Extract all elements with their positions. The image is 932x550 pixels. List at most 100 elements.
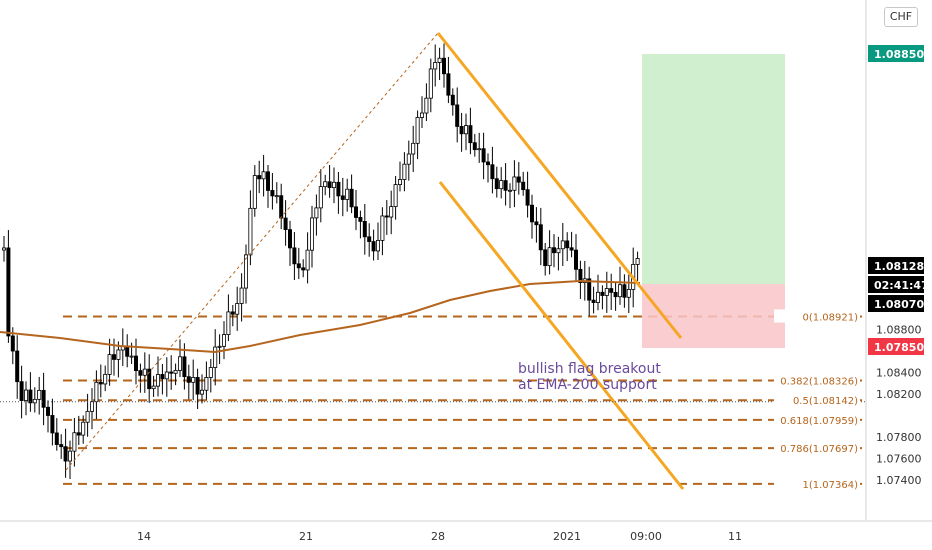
target-tag-bg	[868, 45, 924, 62]
candle-body	[635, 258, 640, 265]
candle-body	[287, 229, 292, 249]
last-tag-text: 1.08128	[874, 260, 924, 273]
candle-body	[327, 181, 332, 189]
candle-body	[305, 249, 310, 271]
candle-body	[160, 374, 165, 380]
candle-body	[375, 239, 380, 252]
candle-body	[367, 236, 372, 242]
candle-body	[543, 249, 548, 267]
countdown-tag-bg	[868, 276, 924, 293]
candle-body	[279, 195, 284, 219]
candle-body	[107, 354, 112, 375]
candle-body	[596, 291, 601, 303]
candle-body	[613, 291, 618, 298]
candle-body	[230, 311, 235, 315]
candle-body	[411, 142, 416, 155]
candle-body	[50, 415, 55, 434]
annotation-line-2: at EMA-200 support	[518, 377, 657, 393]
channel-upper-line[interactable]	[436, 32, 683, 339]
fib-label-bg	[774, 373, 860, 387]
candle-body	[301, 267, 306, 271]
candle-body	[155, 374, 160, 387]
y-tick-label: 1.08200	[876, 388, 922, 401]
candle-body	[556, 248, 561, 254]
target-price-tag: 1.08850	[868, 45, 924, 62]
profit-zone[interactable]	[642, 54, 785, 284]
fib-label: 0.618(1.07959)	[780, 416, 858, 427]
candle-body	[521, 181, 526, 191]
candle-body	[68, 450, 73, 462]
fib-label-bg	[774, 393, 860, 407]
candle-body	[349, 188, 354, 208]
candle-body	[446, 73, 451, 96]
candle-body	[569, 247, 574, 251]
candle-body	[397, 179, 402, 186]
candle-body	[345, 188, 350, 200]
candle-body	[292, 247, 297, 265]
candle-body	[371, 241, 376, 252]
candle-body	[468, 125, 473, 144]
candle-body	[54, 432, 59, 445]
x-tick-label: 2021	[553, 530, 581, 543]
candle-body	[217, 345, 222, 348]
candle-body	[46, 406, 51, 416]
candle-body	[182, 356, 187, 378]
candle-body	[481, 148, 486, 163]
fib-label: 0.382(1.08326)	[780, 376, 858, 387]
y-tick-label: 1.07600	[876, 453, 922, 466]
candle-body	[574, 249, 579, 270]
candle-body	[459, 126, 464, 135]
loss-zone[interactable]	[642, 284, 785, 348]
candle-body	[336, 181, 341, 197]
candle-body	[622, 284, 627, 298]
candle-body	[340, 195, 345, 200]
fib-label: 0.5(1.08142)	[793, 396, 858, 407]
candle-body	[90, 401, 95, 412]
fib-label: 0.786(1.07697)	[780, 444, 858, 455]
candle-body	[248, 207, 253, 256]
candle-body	[318, 186, 323, 209]
candle-body	[433, 62, 438, 70]
candle-body	[265, 171, 270, 191]
candle-body	[81, 421, 86, 436]
candle-body	[499, 180, 504, 190]
candle-body	[85, 410, 90, 423]
candle-body	[191, 377, 196, 383]
fib-label: 0(1.08921)	[802, 312, 858, 323]
candle-body	[538, 224, 543, 251]
x-tick-labels: 14 21 28 2021 09:00 11	[137, 530, 742, 543]
candle-body	[485, 161, 490, 166]
candle-body	[116, 349, 121, 360]
candle-body	[252, 175, 257, 209]
candle-body	[129, 355, 134, 358]
candle-body	[270, 190, 275, 197]
x-tick-label: 21	[299, 530, 313, 543]
candles-group	[2, 43, 640, 479]
candle-body	[199, 389, 204, 395]
x-tick-label: 14	[137, 530, 151, 543]
fib-label-bg	[774, 441, 860, 455]
candle-body	[239, 287, 244, 304]
candle-body	[419, 112, 424, 118]
candle-body	[309, 217, 314, 251]
candle-body	[173, 370, 178, 374]
candle-body	[618, 284, 623, 298]
currency-button[interactable]: CHF	[884, 7, 918, 27]
candle-body	[600, 291, 605, 296]
candle-body	[2, 247, 7, 251]
candle-body	[406, 153, 411, 165]
fib-label: 1(1.07364)	[802, 480, 858, 491]
y-tick-label: 1.07400	[876, 474, 922, 487]
channel-lower-line[interactable]	[438, 181, 685, 490]
y-tick-label: 1.08800	[876, 324, 922, 337]
fib-label-bg	[774, 476, 860, 490]
candle-body	[169, 371, 174, 374]
candle-body	[19, 381, 24, 401]
candle-body	[578, 268, 583, 284]
candle-body	[274, 195, 279, 198]
entry-price-tag: 1.08070	[868, 295, 924, 312]
candle-body	[604, 288, 609, 296]
candle-body	[530, 204, 535, 223]
candle-body	[362, 221, 367, 238]
